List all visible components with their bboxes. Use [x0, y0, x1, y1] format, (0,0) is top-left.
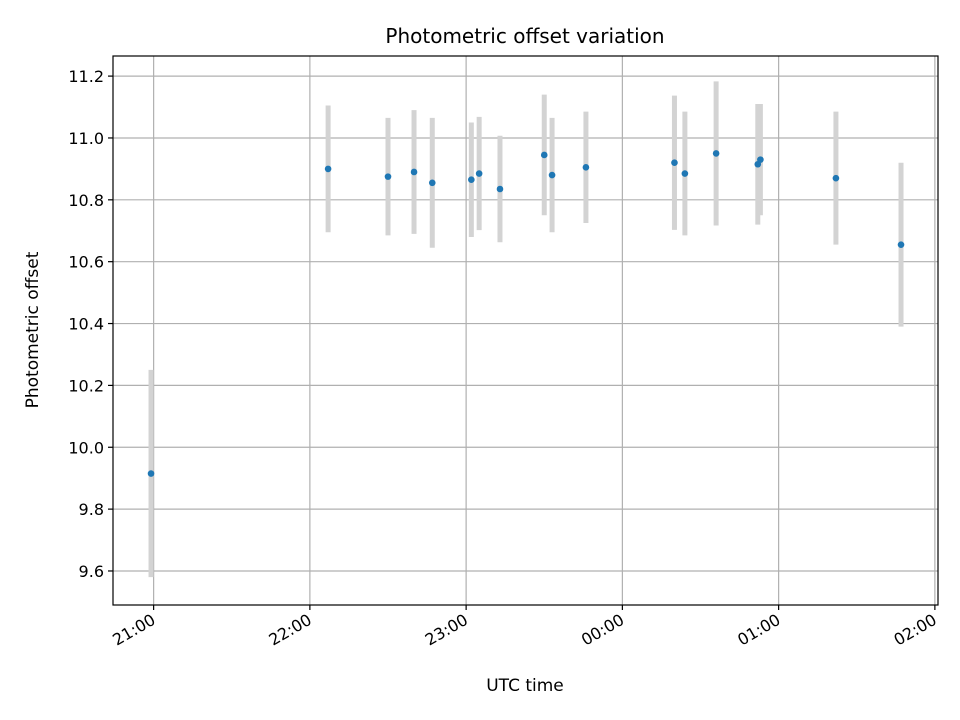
data-point [410, 168, 418, 176]
y-tick-label: 10.0 [68, 438, 104, 457]
data-point [671, 159, 678, 167]
y-tick-label: 10.6 [68, 253, 104, 272]
data-point [832, 174, 840, 182]
data-point [475, 170, 483, 177]
chart-title: Photometric offset variation [385, 24, 664, 48]
data-point [712, 150, 720, 157]
data-point [582, 164, 590, 171]
data-point [468, 176, 475, 184]
y-tick-label: 9.8 [79, 500, 104, 519]
data-points [147, 150, 905, 477]
data-point [681, 170, 689, 177]
data-point [147, 470, 155, 477]
y-tick-label: 10.4 [68, 315, 104, 334]
data-point [757, 156, 764, 163]
data-point [428, 179, 436, 187]
data-point [496, 185, 504, 193]
data-point [540, 151, 548, 159]
y-tick-label: 9.6 [79, 562, 104, 581]
y-tick-label: 11.0 [68, 129, 104, 148]
data-point [324, 165, 332, 173]
y-axis-ticks: 9.6 9.8 10.0 10.2 10.4 10.6 10.8 11.0 11.2 [68, 67, 113, 581]
grid [113, 56, 938, 605]
y-tick-label: 10.8 [68, 191, 104, 210]
y-axis-label: Photometric offset [23, 251, 43, 408]
axes-frame [112, 55, 939, 606]
data-point [548, 171, 556, 179]
y-tick-label: 11.2 [68, 67, 104, 86]
data-point [384, 173, 392, 180]
y-tick-label: 10.2 [68, 376, 104, 395]
x-axis-label: UTC time [486, 676, 564, 696]
data-point [897, 241, 905, 248]
